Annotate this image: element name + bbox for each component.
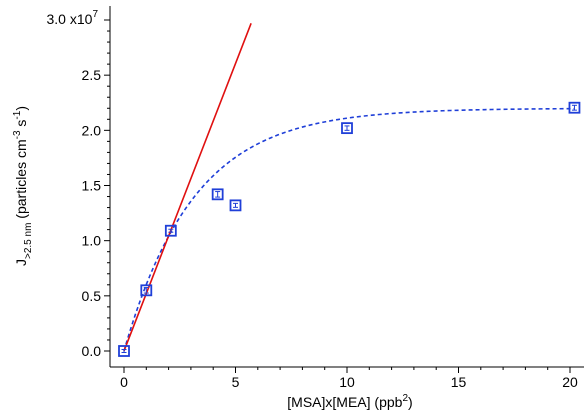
x-axis-title: [MSA]x[MEA] (ppb2) [287,393,412,410]
data-point-marker [140,284,153,297]
data-point-marker [118,345,130,357]
x-axis-tick-label: 20 [562,374,578,390]
x-axis-title-superscript: 2 [402,393,408,404]
y-axis-tick-label: 2.0 [82,122,102,138]
y-axis-tick-label: 1.0 [82,233,102,249]
y-axis-title: J>2.5 nm (particles cm-3 s-1) [12,106,34,266]
data-point-marker [211,188,224,201]
plot-area: 0 5 10 15 20 0.0 0.5 1.0 1.5 2.0 2.5 [82,6,584,390]
y-axis-title-superscript-1: -3 [12,130,23,139]
x-axis-title-main: [MSA]x[MEA] (ppb [287,394,402,410]
y-axis-tick-label: 2.5 [82,67,102,83]
x-axis-tick-label: 15 [451,374,467,390]
y-axis-title-symbol: J [13,259,29,266]
data-point-marker [229,199,242,212]
y-axis-title-unit-2: s [13,120,29,131]
y-axis-tick-label: 1.5 [82,178,102,194]
linear-fit-line [123,23,252,352]
y-axis-tick-label: 0.0 [82,343,102,359]
y-axis-title-subscript: >2.5 nm [23,223,34,259]
data-point-marker [568,101,581,114]
x-axis-title-close: ) [408,394,413,410]
x-axis-tick-label: 10 [339,374,355,390]
y-axis-top-tick-exponent: 7 [92,9,98,20]
data-point-marker [164,224,177,237]
y-axis-title-unit: (particles cm [13,139,29,222]
fit-curve-dashed [123,107,575,352]
x-axis-tick-label: 5 [232,374,240,390]
y-axis-title-close: ) [13,106,29,111]
y-axis-top-tick-label: 3.0 x107 [47,9,99,27]
y-axis-title-superscript-2: -1 [12,110,23,119]
data-point-marker [341,122,353,135]
x-axis-tick-label: 0 [120,374,128,390]
y-axis-tick-label: 0.5 [82,288,102,304]
y-axis-top-tick-mantissa: 3.0 x10 [47,11,93,27]
